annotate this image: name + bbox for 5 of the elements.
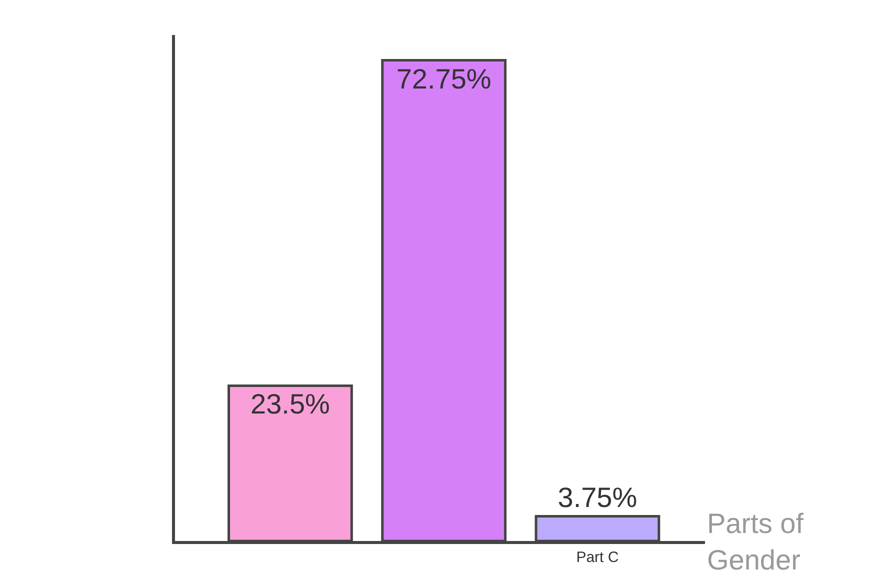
data-label: 3.75% xyxy=(558,482,638,514)
x-axis-title: Parts of Gender xyxy=(707,508,804,576)
data-label: 72.75% xyxy=(396,63,492,94)
x-tick-label: Part C xyxy=(576,549,619,566)
data-label: 23.5% xyxy=(250,388,330,420)
